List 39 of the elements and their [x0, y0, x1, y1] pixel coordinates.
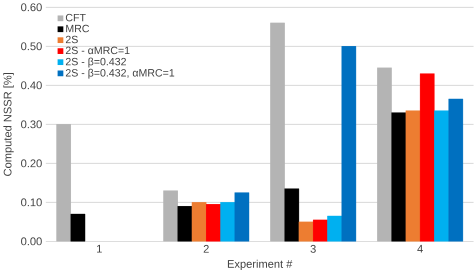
x-tick-label: 3: [310, 244, 316, 253]
bar: [192, 202, 206, 242]
bar: [56, 124, 71, 242]
bar: [377, 67, 392, 242]
bar: [341, 46, 356, 242]
bar: [420, 73, 435, 242]
legend-label: 2S: [66, 36, 78, 44]
legend-label: 2S - β=0.432: [66, 57, 126, 68]
legend-label: 2S - β=0.432, αMRC=1: [66, 68, 174, 78]
y-axis-title: Computed NSSR [%]: [3, 72, 14, 176]
y-tick-label: 0.20: [21, 159, 42, 168]
bar: [163, 190, 178, 242]
bar: [70, 214, 86, 242]
bar: [448, 98, 464, 242]
bar: [312, 219, 328, 242]
bar: [234, 192, 250, 242]
bar: [206, 204, 221, 242]
x-tick-label: 4: [417, 244, 423, 252]
bar: [327, 216, 342, 242]
bar: [391, 112, 406, 242]
legend-label: MRC: [66, 24, 90, 32]
x-tick-label: 1: [97, 244, 102, 252]
y-tick-label: 0.10: [21, 198, 42, 206]
y-tick-label: 0.00: [21, 237, 42, 246]
legend-label: 2S - αMRC=1: [66, 46, 130, 54]
bar: [298, 221, 314, 242]
x-axis-title: Experiment #: [228, 260, 292, 270]
bar: [406, 110, 420, 242]
y-tick-label: 0.40: [21, 81, 42, 90]
x-tick-label: 2: [204, 244, 209, 252]
bar: [178, 206, 192, 242]
bar: [284, 188, 300, 242]
y-tick-label: 0.50: [21, 42, 42, 50]
bar: [220, 202, 235, 242]
y-tick-label: 0.60: [21, 3, 42, 12]
bar: [270, 22, 285, 242]
legend-label: CFT: [66, 14, 86, 22]
y-tick-label: 0.30: [21, 120, 42, 128]
bar: [434, 110, 449, 242]
